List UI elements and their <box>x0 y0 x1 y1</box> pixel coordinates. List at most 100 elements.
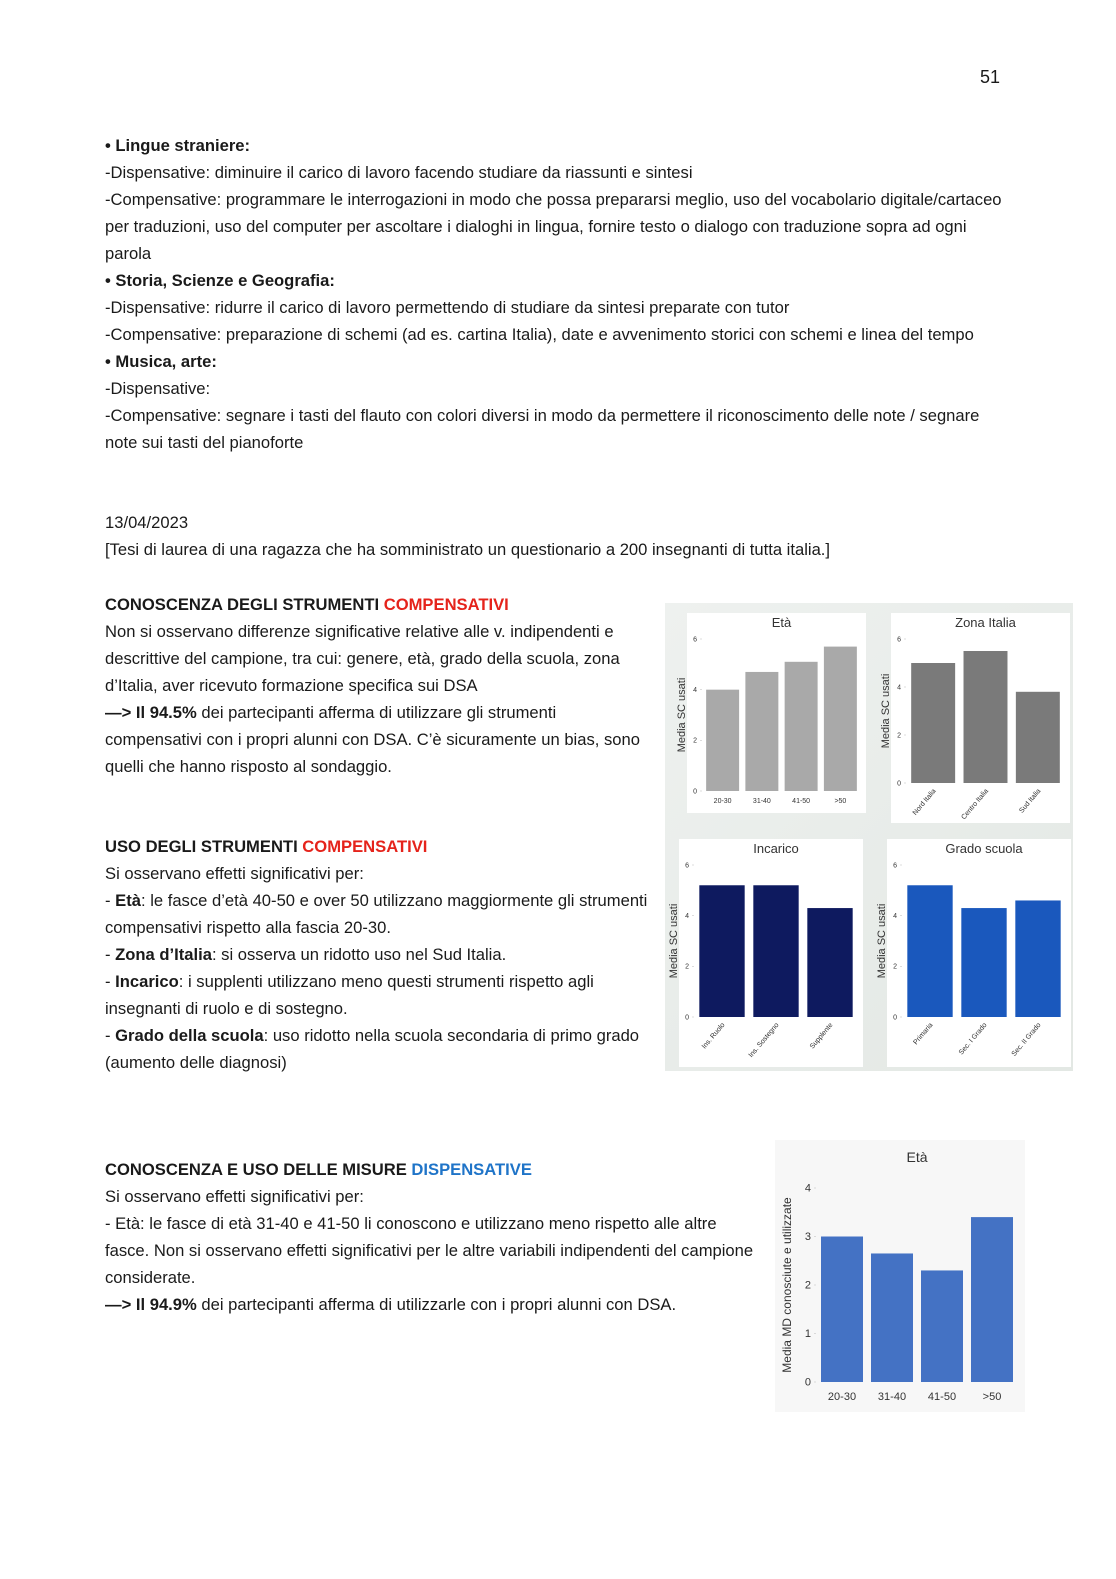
y-tick-label: 4 <box>897 684 901 691</box>
bar <box>921 1270 963 1382</box>
y-tick-label: 4 <box>893 913 897 920</box>
chart-title: Età <box>772 615 792 630</box>
prefix: - <box>105 972 116 991</box>
subject-item: -Dispensative: diminuire il carico di la… <box>105 163 693 182</box>
section: CONOSCENZA DEGLI STRUMENTI COMPENSATIVI … <box>105 591 645 780</box>
x-tick-label: >50 <box>983 1391 1002 1403</box>
y-tick-label: 0 <box>897 780 901 787</box>
section: USO DEGLI STRUMENTI COMPENSATIVI Si osse… <box>105 833 660 1076</box>
heading: CONOSCENZA DEGLI STRUMENTI <box>105 595 384 614</box>
note: [Tesi di laurea di una ragazza che ha so… <box>105 540 831 559</box>
page-number: 51 <box>980 67 1001 87</box>
subject-title: • Musica, arte: <box>105 352 217 371</box>
label: Zona d’Italia <box>115 945 212 964</box>
y-tick-label: 6 <box>685 862 689 869</box>
x-tick-label: 31-40 <box>878 1391 906 1403</box>
heading: CONOSCENZA E USO DELLE MISURE <box>105 1160 412 1179</box>
chart-title: Incarico <box>753 841 799 856</box>
bar <box>971 1217 1013 1382</box>
heading-highlight: COMPENSATIVI <box>383 595 509 614</box>
text: : uso ridotto nella scuola secondaria di… <box>105 1026 640 1072</box>
heading: USO DEGLI STRUMENTI <box>105 837 303 856</box>
y-tick-label: 1 <box>805 1328 811 1340</box>
bar <box>961 908 1007 1017</box>
bar <box>1015 900 1061 1017</box>
chart: Età Media SC usati 0 2 4 6 20-30 31-40 41-50 >50 <box>676 613 866 813</box>
subject-item: -Dispensative: <box>105 379 211 398</box>
label: Incarico <box>115 972 179 991</box>
intro: Si osservano effetti significativi per: <box>105 1187 364 1206</box>
heading-highlight: COMPENSATIVI <box>302 837 428 856</box>
y-tick-label: 2 <box>693 738 697 745</box>
bar <box>871 1253 913 1382</box>
text: : si osserva un ridotto uso nel Sud Ital… <box>211 945 507 964</box>
bar <box>784 661 818 791</box>
bar <box>823 646 857 791</box>
y-tick-label: 2 <box>893 964 897 971</box>
text: : le fasce d’età 40-50 e over 50 utilizz… <box>105 891 648 937</box>
chart-title: Età <box>906 1149 927 1165</box>
prefix: - <box>105 945 116 964</box>
y-tick-label: 4 <box>685 913 689 920</box>
key-label: —> Il 94.5% <box>105 703 197 722</box>
y-axis-label: Media SC usati <box>880 674 892 749</box>
key-text: dei partecipanti afferma di utilizzarle … <box>196 1295 677 1314</box>
y-tick-label: 0 <box>693 788 697 795</box>
y-tick-label: 0 <box>685 1014 689 1021</box>
y-axis-label: Media MD conosciute e utilizzate <box>780 1197 794 1373</box>
y-tick-label: 4 <box>805 1183 811 1195</box>
y-tick-label: 4 <box>693 687 697 694</box>
intro: 13/04/2023 [Tesi di laurea di una ragazz… <box>105 509 1005 563</box>
y-tick-label: 3 <box>805 1231 811 1243</box>
prefix: - <box>105 891 116 910</box>
x-tick-label: 20-30 <box>828 1391 856 1403</box>
y-axis-label: Media SC usati <box>676 678 688 753</box>
subject-title: • Storia, Scienze e Geografia: <box>105 271 335 290</box>
body: Non si osservano differenze significativ… <box>105 622 620 695</box>
key-label: —> Il 94.9% <box>105 1295 197 1314</box>
bar <box>907 885 953 1017</box>
chart-panel: Età Media SC usati 0 2 4 6 20-30 31-40 41-50 >50 … <box>665 603 1073 1071</box>
subjects: • Lingue straniere: -Dispensative: dimin… <box>105 132 1005 456</box>
x-tick-label: >50 <box>834 798 846 805</box>
bar <box>745 671 779 791</box>
prefix: - <box>105 1026 116 1045</box>
x-tick-label: 41-50 <box>928 1391 956 1403</box>
bar <box>821 1236 863 1382</box>
subject-item: -Dispensative: ridurre il carico di lavo… <box>105 298 790 317</box>
y-tick-label: 2 <box>805 1280 811 1292</box>
chart-title: Grado scuola <box>945 841 1023 856</box>
subject-item: -Compensative: segnare i tasti del flaut… <box>105 406 980 452</box>
y-tick-label: 2 <box>685 964 689 971</box>
chart-title: Zona Italia <box>955 615 1016 630</box>
y-tick-label: 0 <box>805 1377 811 1389</box>
subject-item: -Compensative: preparazione di schemi (a… <box>105 325 974 344</box>
intro: Si osservano effetti significativi per: <box>105 864 364 883</box>
date: 13/04/2023 <box>105 513 189 532</box>
chart: Età Media MD conosciute e utilizzate 0 1 2 3 4… <box>775 1140 1025 1412</box>
heading-highlight: DISPENSATIVE <box>411 1160 532 1179</box>
label: Grado della scuola <box>115 1026 264 1045</box>
bar <box>699 885 745 1017</box>
bar <box>911 663 956 783</box>
y-tick-label: 6 <box>693 636 697 643</box>
bar <box>807 908 853 1017</box>
x-tick-label: 41-50 <box>792 798 810 805</box>
y-tick-label: 0 <box>893 1014 897 1021</box>
y-tick-label: 6 <box>897 636 901 643</box>
y-tick-label: 6 <box>893 862 897 869</box>
y-axis-label: Media SC usati <box>668 904 680 979</box>
x-tick-label: 20-30 <box>714 798 732 805</box>
key-text: dei partecipanti afferma di utilizzare g… <box>105 703 640 776</box>
bar <box>1015 691 1060 783</box>
subject-title: • Lingue straniere: <box>105 136 251 155</box>
subject-item: -Compensative: programmare le interrogaz… <box>105 190 1002 263</box>
x-tick-label: 31-40 <box>753 798 771 805</box>
bar <box>753 885 799 1017</box>
body: - Età: le fasce di età 31-40 e 41-50 li … <box>105 1214 754 1287</box>
bar <box>706 689 740 791</box>
